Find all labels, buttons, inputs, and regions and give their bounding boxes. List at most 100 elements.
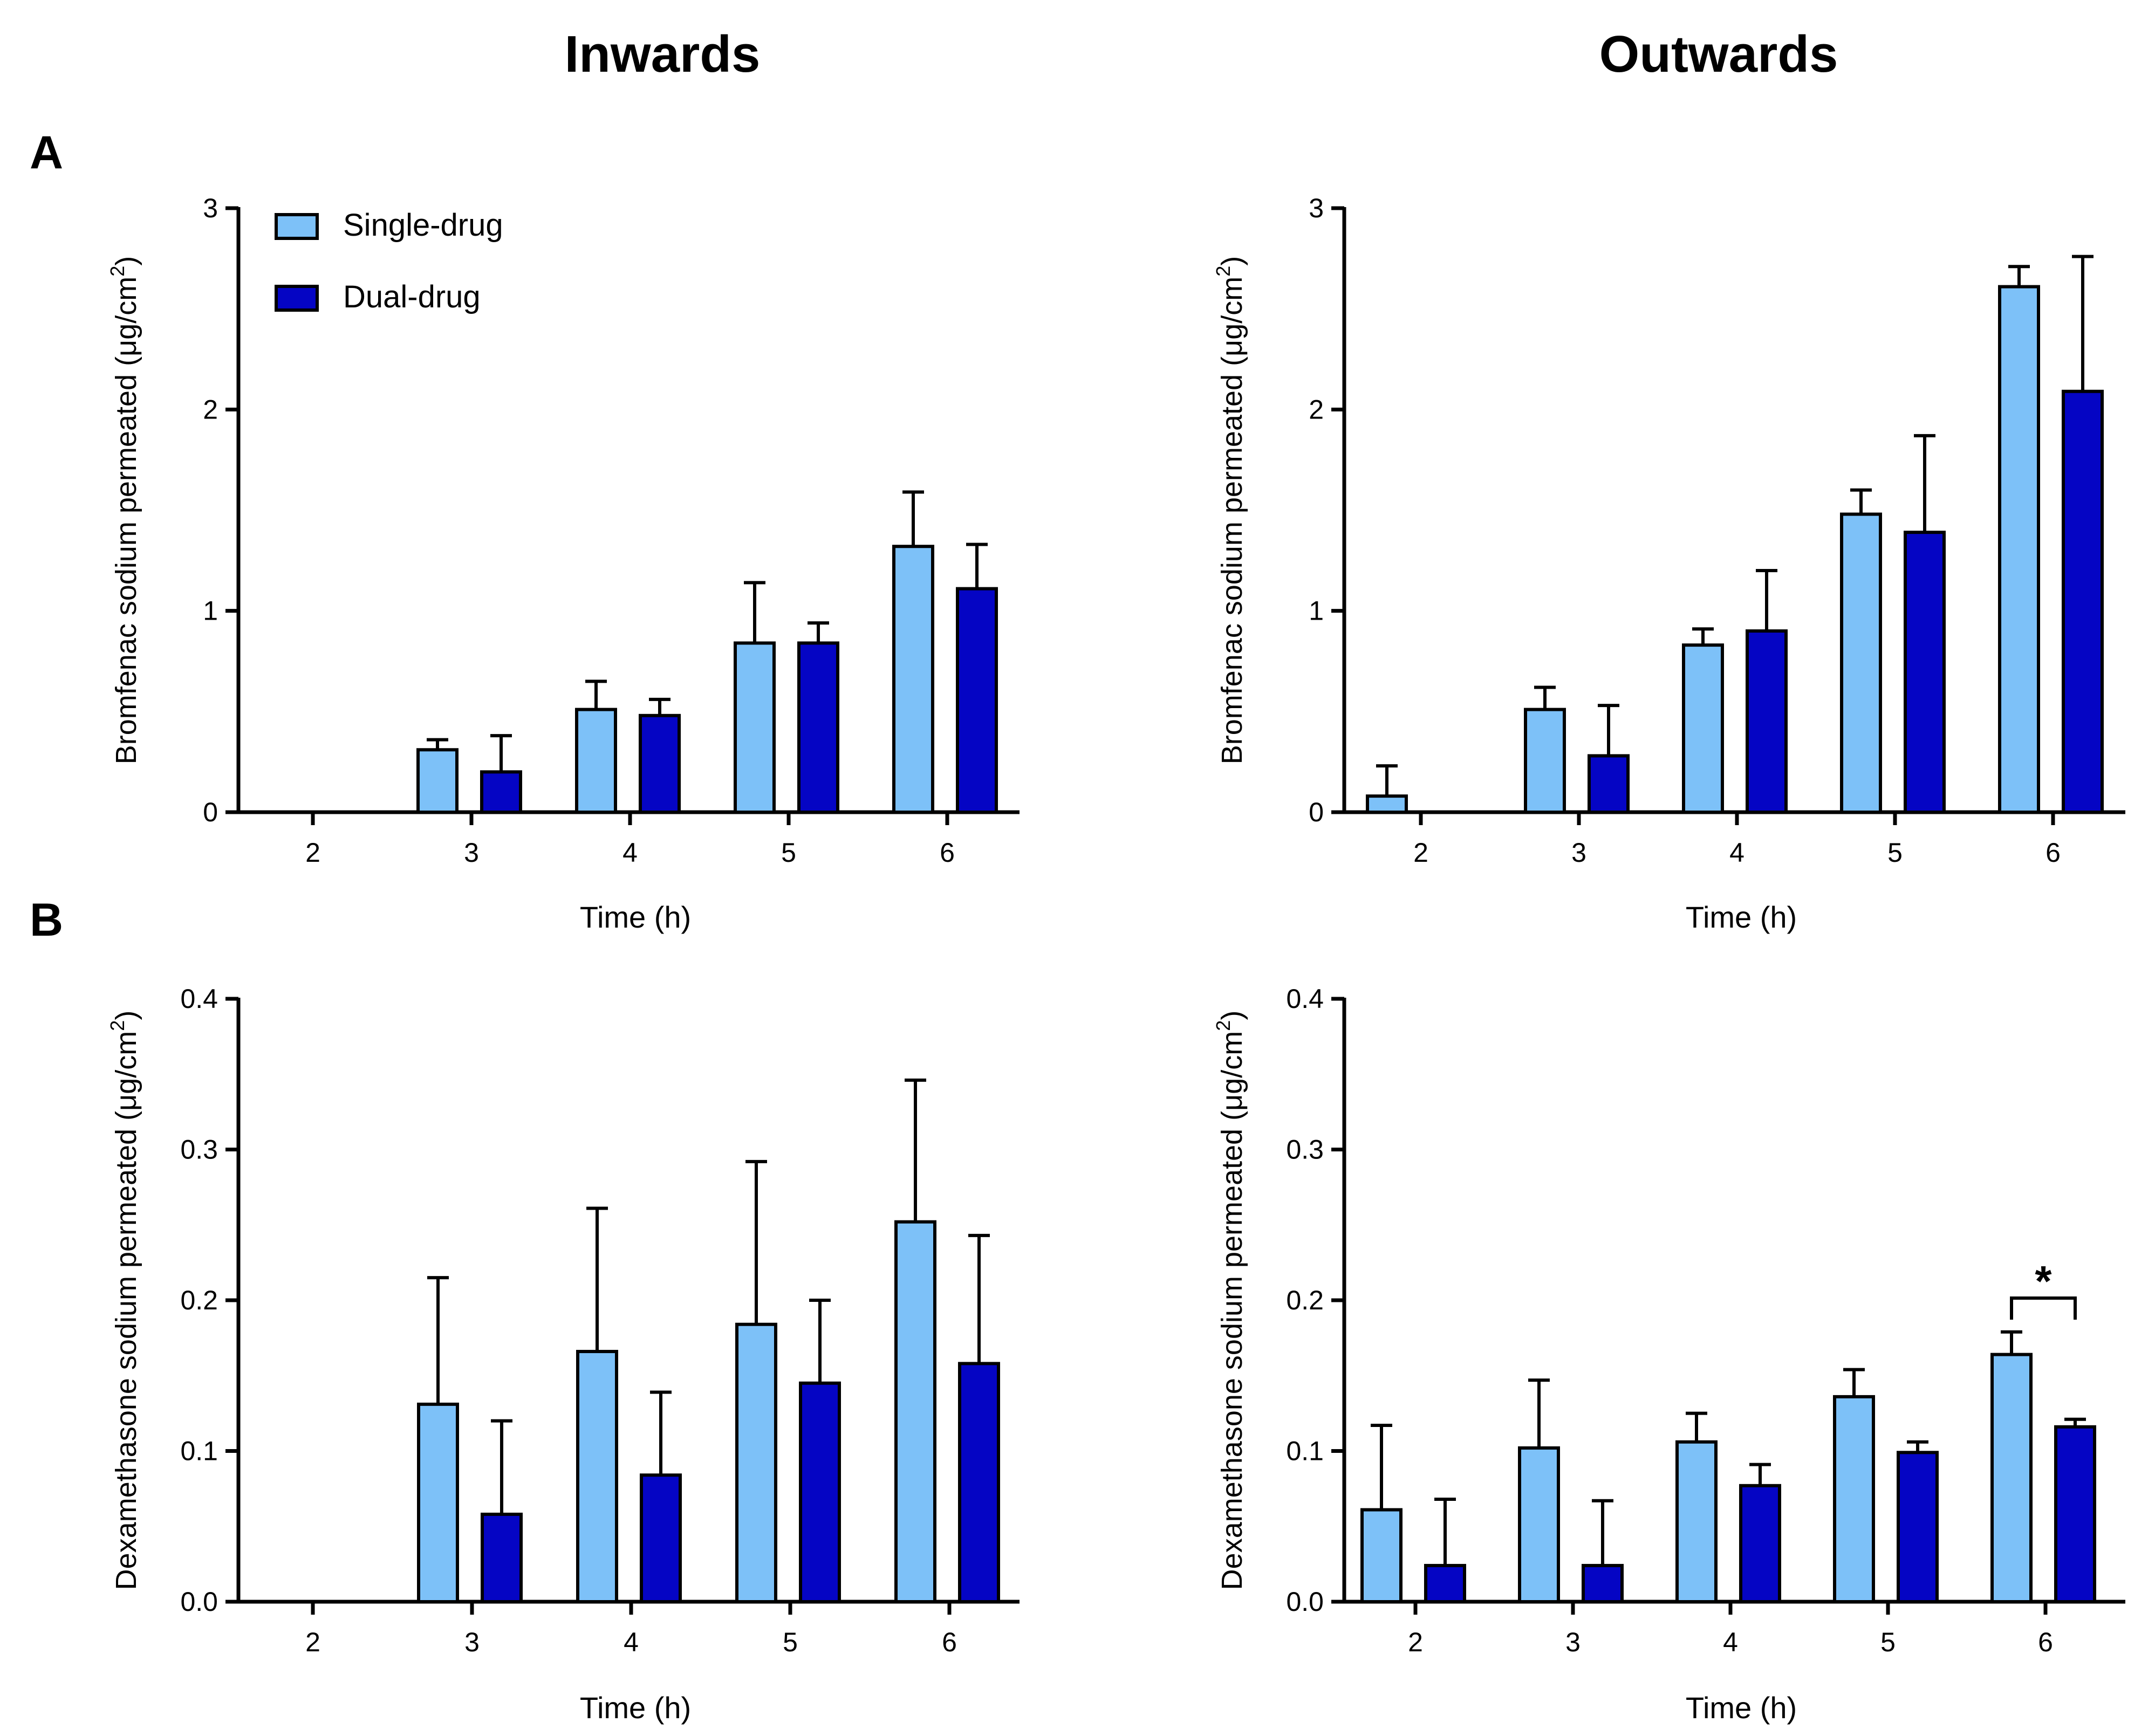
y-axis-label-end: ) — [1216, 256, 1248, 266]
bar-dual-drug-t6 — [2062, 389, 2104, 814]
y-axis-label-end: ) — [1216, 1011, 1248, 1020]
y-tick-label: 1 — [203, 596, 218, 626]
y-axis-label-superscript: 2 — [106, 266, 128, 277]
bar-dual-drug-t5 — [799, 1381, 841, 1604]
x-axis-label: Time (h) — [580, 1691, 691, 1725]
panel-label-a: A — [30, 127, 63, 179]
x-tick-label: 2 — [305, 1627, 320, 1657]
y-tick-label: 0 — [1309, 797, 1324, 827]
x-tick-label: 3 — [464, 1627, 480, 1657]
y-tick-label: 2 — [1309, 394, 1324, 424]
bar-dual-drug-t6 — [956, 587, 998, 814]
x-tick-label: 5 — [781, 838, 796, 868]
bar-dual-drug-t4 — [640, 1473, 682, 1603]
y-axis-label-main: Bromfenac sodium permeated (μg/cm — [1216, 277, 1248, 764]
x-tick-label: 6 — [2045, 838, 2061, 868]
y-tick-label: 2 — [203, 394, 218, 424]
bar-dual-drug-t2 — [1424, 1563, 1466, 1603]
x-tick-label: 3 — [1565, 1627, 1581, 1657]
bar-single-drug-t4 — [575, 708, 617, 814]
bar-dual-drug-t3 — [1588, 754, 1630, 814]
y-tick-label: 0.0 — [1286, 1587, 1324, 1617]
x-tick-label: 4 — [624, 1627, 639, 1657]
column-title-outwards: Outwards — [1599, 25, 1838, 83]
bar-single-drug-t4 — [1675, 1440, 1718, 1603]
legend: Single-drug Dual-drug — [275, 208, 503, 314]
column-title-inwards: Inwards — [565, 25, 761, 83]
y-tick-label: 0.3 — [180, 1135, 218, 1165]
bar-dual-drug-t4 — [639, 713, 681, 814]
x-tick-label: 2 — [1413, 838, 1428, 868]
bar-single-drug-t3 — [417, 1402, 459, 1603]
bar-single-drug-t2 — [1366, 794, 1408, 814]
bar-single-drug-t3 — [1524, 708, 1566, 814]
bar-dual-drug-t3 — [480, 770, 522, 814]
bar-dual-drug-t3 — [481, 1512, 523, 1603]
y-axis-label: Dexamethasone sodium permeated (μg/cm2) — [106, 1011, 142, 1590]
y-tick-label: 0 — [203, 797, 218, 827]
bar-single-drug-t6 — [894, 1220, 936, 1603]
bar-dual-drug-t3 — [1582, 1563, 1624, 1603]
y-tick-label: 0.1 — [1286, 1436, 1324, 1466]
y-tick-label: 0.3 — [1286, 1135, 1324, 1165]
bar-dual-drug-t4 — [1746, 629, 1788, 814]
bar-single-drug-t4 — [1682, 643, 1724, 814]
y-tick-label: 0.4 — [1286, 984, 1324, 1014]
y-tick-label: 1 — [1309, 596, 1324, 626]
bar-single-drug-t5 — [734, 641, 776, 814]
x-axis-label: Time (h) — [1686, 900, 1797, 934]
y-tick-label: 0.1 — [180, 1436, 218, 1466]
x-tick-label: 4 — [1723, 1627, 1738, 1657]
y-tick-label: 0.0 — [180, 1587, 218, 1617]
y-axis-label: Dexamethasone sodium permeated (μg/cm2) — [1212, 1011, 1248, 1590]
bar-dual-drug-t6 — [958, 1362, 1000, 1603]
x-tick-label: 2 — [305, 838, 320, 868]
bar-single-drug-t5 — [1833, 1395, 1875, 1603]
bar-dual-drug-t5 — [1904, 531, 1946, 814]
bar-single-drug-t2 — [1360, 1508, 1403, 1603]
chart-panel-A-outwards: 0 1 2 3 2 3 4 5 6 Time (h) Bromfenac sodium permea… — [1212, 193, 2125, 934]
x-tick-label: 3 — [1571, 838, 1586, 868]
chart-panel-B-inwards: 0.0 0.1 0.2 0.3 0.4 2 3 4 5 6 Time (h) Dexamethason… — [106, 984, 1020, 1725]
chart-panel-B-outwards: 0.0 0.1 0.2 0.3 0.4 2 3 4 5 6 Time (h) Dexamethason… — [1212, 984, 2125, 1725]
x-axis-label: Time (h) — [1686, 1691, 1797, 1725]
x-tick-label: 4 — [1729, 838, 1744, 868]
y-axis-label-end: ) — [110, 256, 142, 266]
y-axis-label-superscript: 2 — [106, 1020, 128, 1031]
x-tick-label: 6 — [2038, 1627, 2053, 1657]
bar-single-drug-t5 — [735, 1322, 777, 1603]
bar-single-drug-t3 — [416, 748, 459, 814]
y-axis-label-end: ) — [110, 1011, 142, 1020]
bar-dual-drug-t6 — [2054, 1425, 2096, 1604]
bar-single-drug-t4 — [576, 1350, 618, 1604]
significance-bracket — [2010, 1296, 2077, 1320]
y-axis-label-main: Bromfenac sodium permeated (μg/cm — [110, 277, 142, 764]
x-tick-label: 5 — [1880, 1627, 1896, 1657]
x-tick-label: 5 — [1887, 838, 1903, 868]
x-tick-label: 2 — [1408, 1627, 1423, 1657]
chart-panel-A-inwards: 0 1 2 3 2 3 4 5 6 Time (h) Bromfenac sodium permea… — [106, 193, 1020, 934]
legend-swatch-single-drug — [275, 213, 319, 240]
y-axis-label-superscript: 2 — [1212, 266, 1234, 277]
y-tick-label: 3 — [203, 193, 218, 223]
y-tick-label: 0.4 — [180, 984, 218, 1014]
y-axis-label-main: Dexamethasone sodium permeated (μg/cm — [1216, 1031, 1248, 1590]
y-axis-label: Bromfenac sodium permeated (μg/cm2) — [106, 256, 142, 765]
x-tick-label: 6 — [940, 838, 955, 868]
legend-label-single-drug: Single-drug — [343, 208, 503, 243]
x-tick-label: 4 — [622, 838, 638, 868]
bar-single-drug-t3 — [1518, 1446, 1560, 1603]
bar-dual-drug-t5 — [1897, 1451, 1939, 1603]
y-axis-label-main: Dexamethasone sodium permeated (μg/cm — [110, 1031, 142, 1590]
bar-single-drug-t6 — [1998, 285, 2040, 814]
x-tick-label: 5 — [783, 1627, 798, 1657]
panel-label-b: B — [30, 894, 63, 946]
y-tick-label: 0.2 — [180, 1285, 218, 1315]
x-tick-label: 6 — [942, 1627, 957, 1657]
bar-single-drug-t6 — [1990, 1353, 2033, 1604]
legend-swatch-dual-drug — [275, 285, 319, 312]
x-tick-label: 3 — [464, 838, 479, 868]
x-axis-label: Time (h) — [580, 900, 691, 934]
bar-dual-drug-t4 — [1739, 1484, 1781, 1603]
